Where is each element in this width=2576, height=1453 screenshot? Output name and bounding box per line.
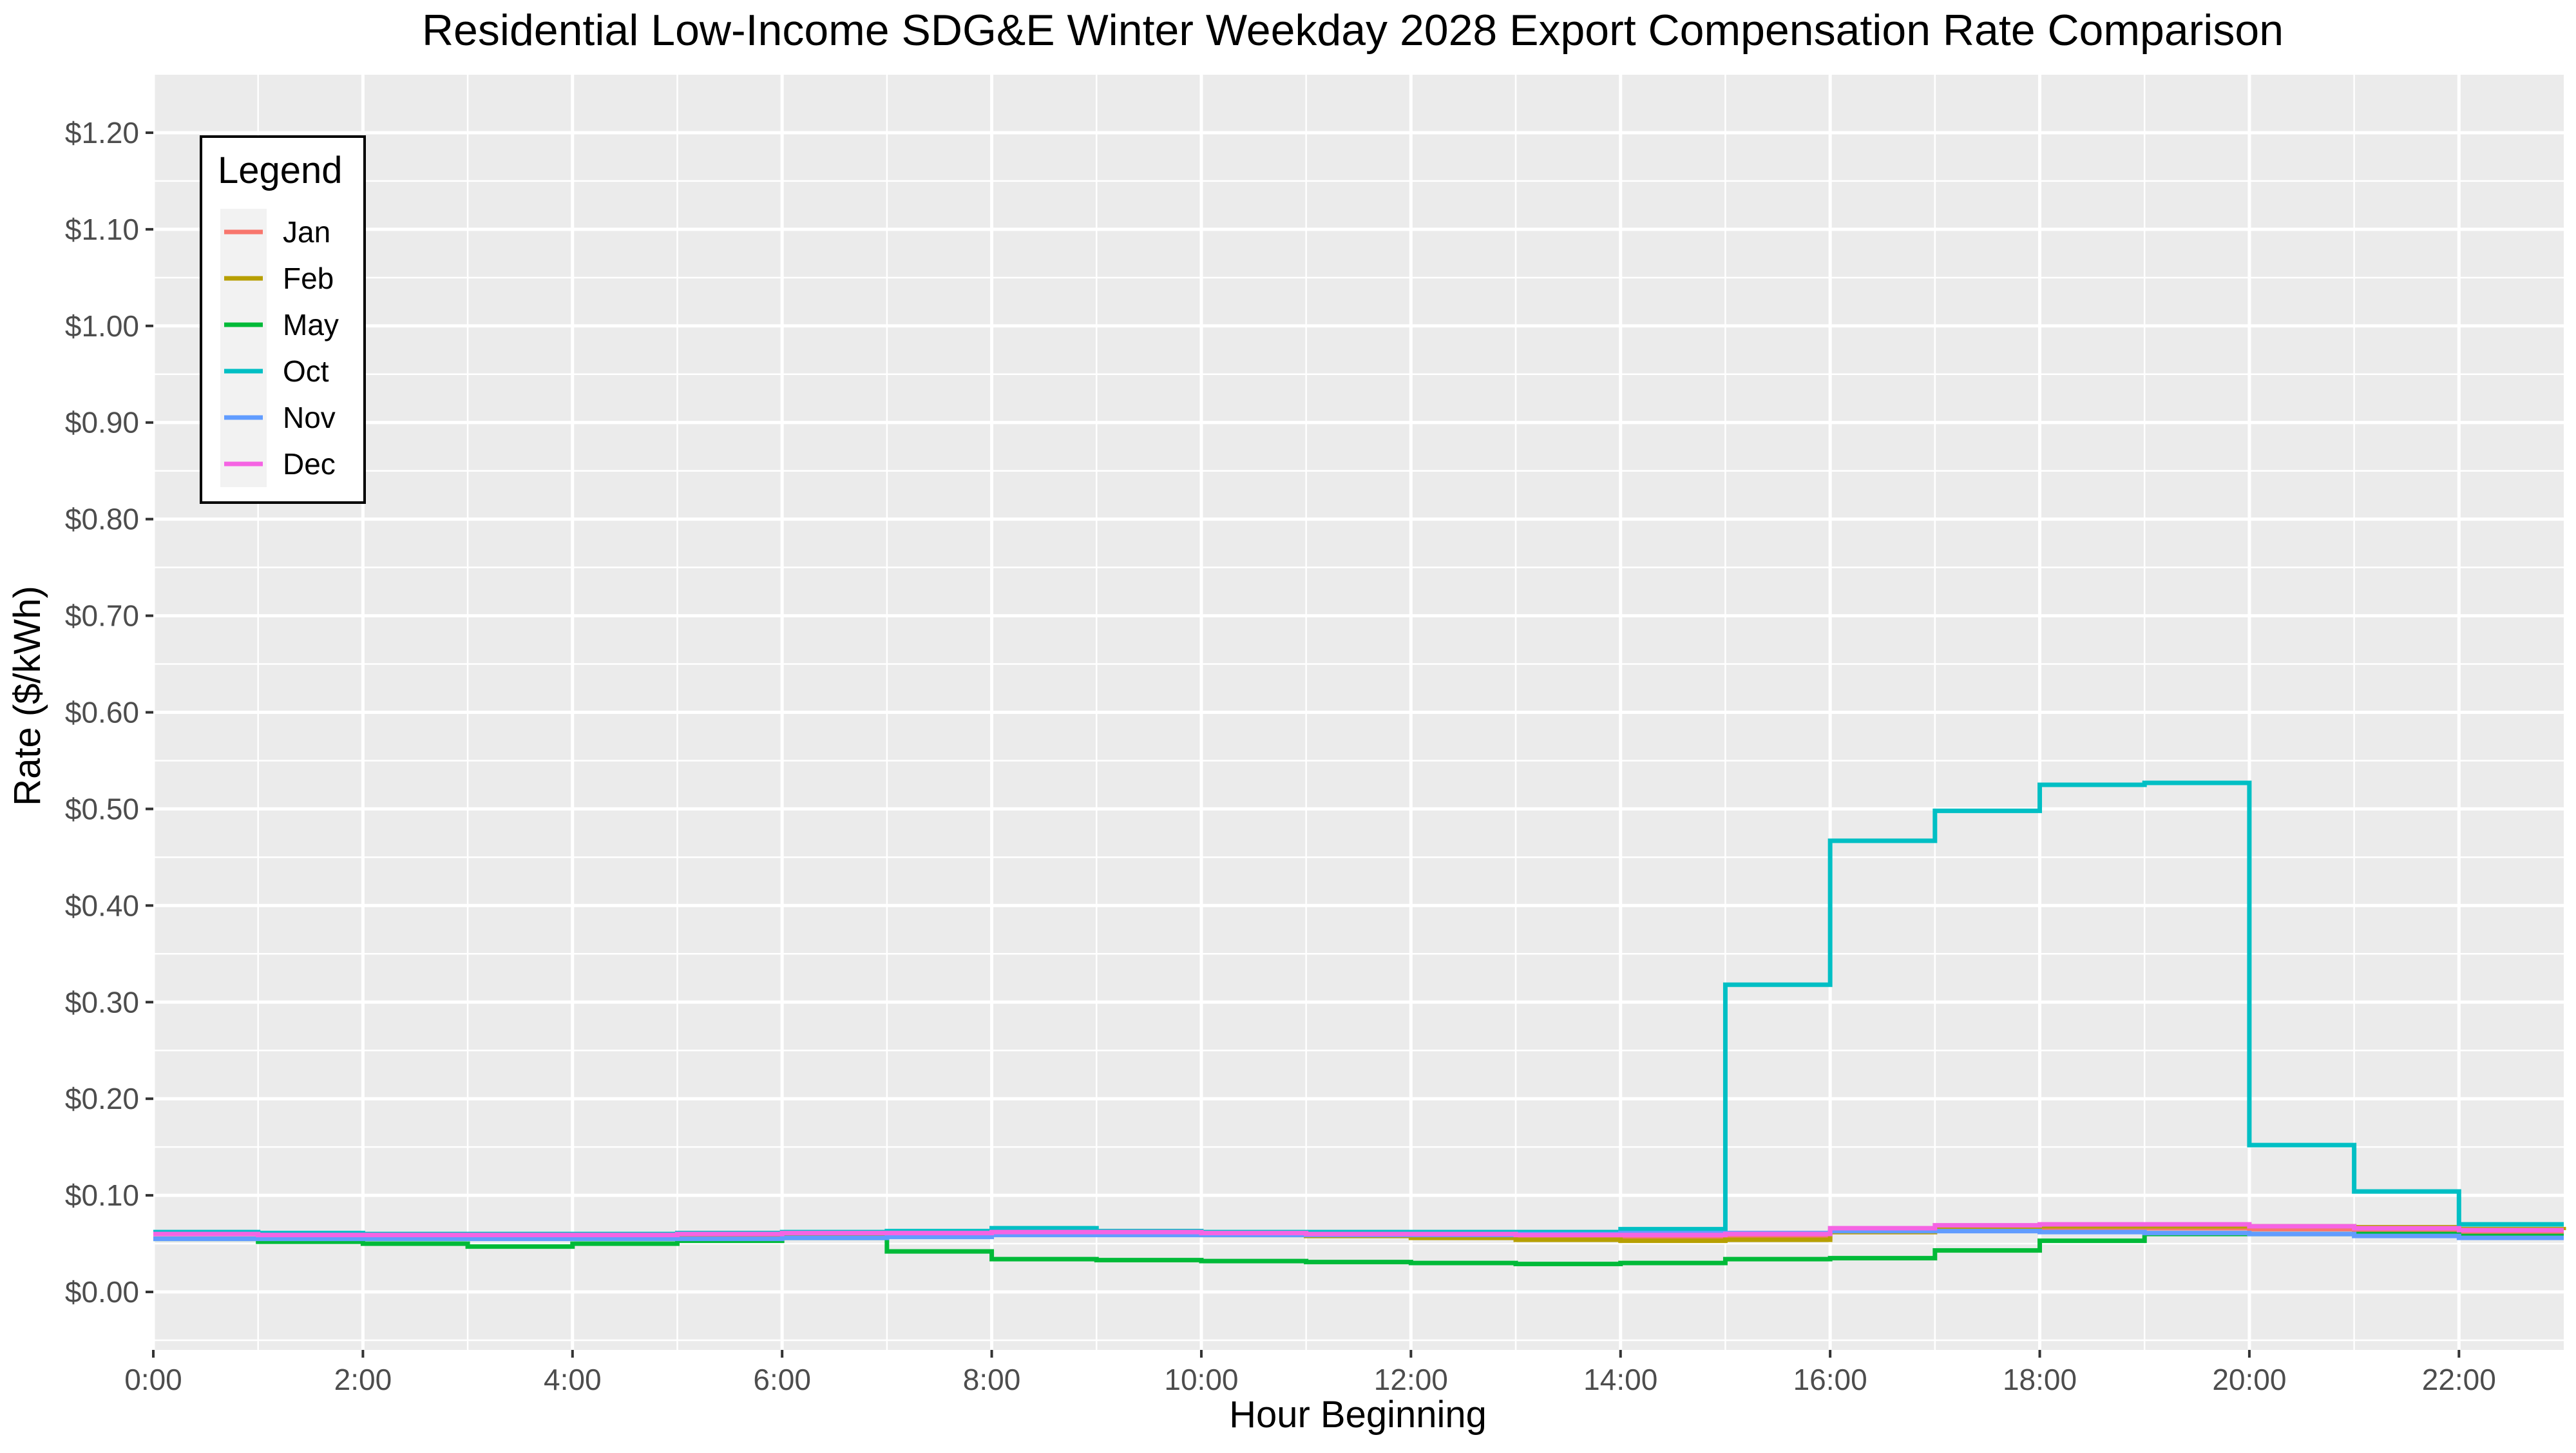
y-tick-label: $0.00 xyxy=(65,1275,139,1309)
chart-title: Residential Low-Income SDG&E Winter Week… xyxy=(422,6,2284,55)
legend: Legend Jan Feb May Oct Nov Dec xyxy=(200,135,366,504)
x-tick-label: 0:00 xyxy=(124,1363,182,1396)
x-tick-label: 4:00 xyxy=(544,1363,602,1396)
y-tick-label: $0.20 xyxy=(65,1082,139,1115)
y-tick-label: $1.20 xyxy=(65,116,139,149)
x-tick-label: 12:00 xyxy=(1374,1363,1448,1396)
x-tick-label: 16:00 xyxy=(1793,1363,1867,1396)
y-tick-label: $0.60 xyxy=(65,696,139,729)
y-tick-label: $0.10 xyxy=(65,1179,139,1212)
x-tick-label: 2:00 xyxy=(334,1363,392,1396)
x-tick-label: 10:00 xyxy=(1164,1363,1238,1396)
plot-area: 0:00 2:00 4:00 6:00 8:00 10:00 12:00 14:00 16:00… xyxy=(65,75,2566,1396)
y-tick-label: $1.00 xyxy=(65,309,139,343)
legend-label-oct: Oct xyxy=(283,354,329,388)
series-line-may xyxy=(153,1231,2564,1267)
legend-label-dec: Dec xyxy=(283,447,336,481)
y-tick-label: $1.10 xyxy=(65,213,139,246)
legend-label-feb: Feb xyxy=(283,262,334,295)
legend-label-jan: Jan xyxy=(283,215,330,249)
legend-label-nov: Nov xyxy=(283,401,336,434)
y-tick-label: $0.40 xyxy=(65,889,139,922)
x-tick-label: 22:00 xyxy=(2422,1363,2496,1396)
x-tick-label: 20:00 xyxy=(2212,1363,2286,1396)
legend-label-may: May xyxy=(283,308,339,342)
x-axis-title: Hour Beginning xyxy=(1229,1394,1487,1436)
y-tick-label: $0.90 xyxy=(65,406,139,439)
legend-title: Legend xyxy=(218,149,343,191)
x-tick-label: 6:00 xyxy=(753,1363,811,1396)
x-tick-label: 18:00 xyxy=(2003,1363,2077,1396)
y-axis-title: Rate ($/kWh) xyxy=(6,586,48,806)
y-tick-label: $0.70 xyxy=(65,599,139,633)
series-line-dec xyxy=(153,1222,2564,1238)
y-tick-label: $0.50 xyxy=(65,792,139,825)
y-tick-label: $0.30 xyxy=(65,985,139,1019)
y-tick-label: $0.80 xyxy=(65,503,139,536)
x-tick-label: 14:00 xyxy=(1583,1363,1657,1396)
x-tick-label: 8:00 xyxy=(963,1363,1021,1396)
